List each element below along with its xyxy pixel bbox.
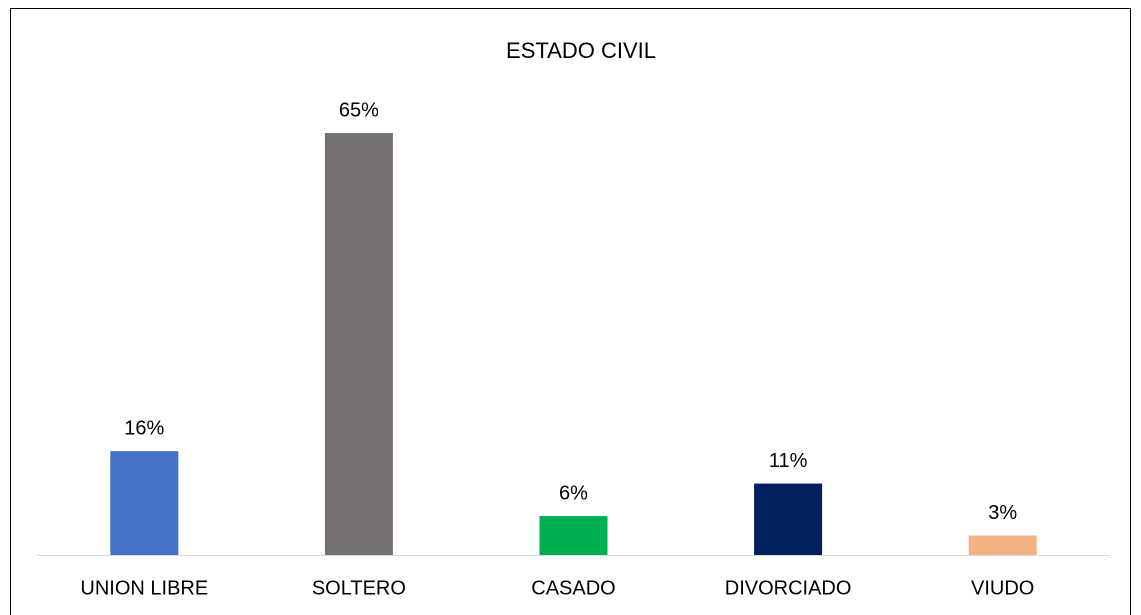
data-label: 11% [769, 450, 808, 472]
bar [968, 535, 1037, 555]
data-label: 16% [124, 417, 164, 439]
x-tick-label: SOLTERO [312, 577, 406, 599]
chart-border [10, 8, 1131, 615]
chart-title: ESTADO CIVIL [506, 38, 656, 63]
bar [110, 451, 179, 555]
x-tick-label: UNION LIBRE [80, 577, 208, 599]
bar [324, 133, 393, 555]
data-label: 6% [559, 482, 588, 504]
x-tick-label: VIUDO [971, 577, 1034, 599]
x-tick-label: DIVORCIADO [725, 577, 852, 599]
data-label: 65% [339, 99, 379, 121]
bar [539, 516, 608, 555]
x-tick-label: CASADO [531, 577, 615, 599]
bar [754, 483, 823, 555]
data-label: 3% [988, 502, 1017, 524]
